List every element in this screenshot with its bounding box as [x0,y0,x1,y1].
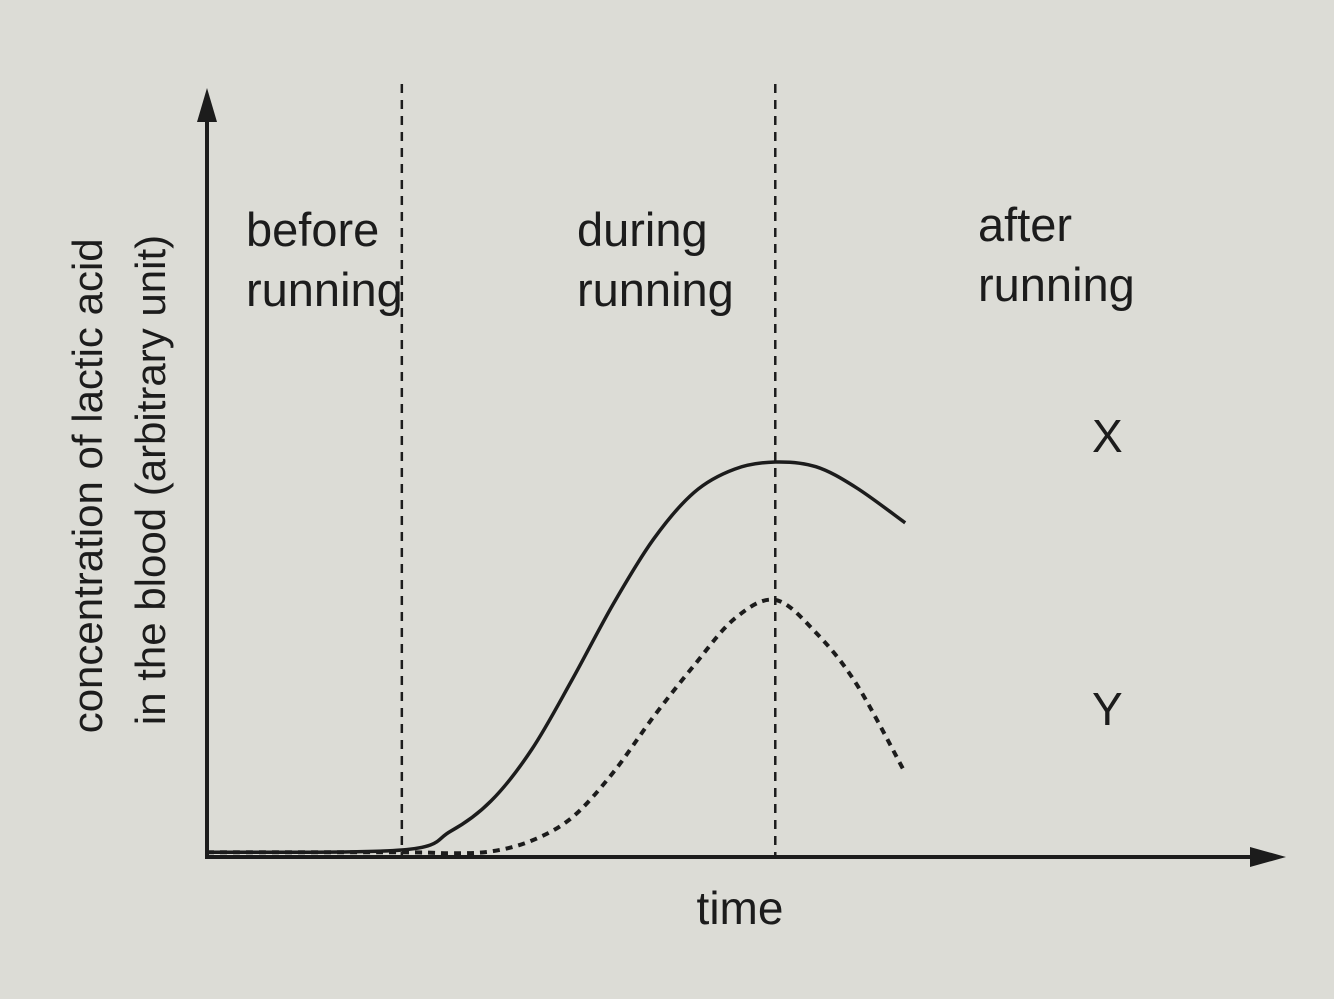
series-line-y [206,597,907,856]
series [206,460,907,856]
phase-label-after: after running [978,198,1135,311]
phase-dividers [400,84,777,855]
phase-label-during: during running [577,203,734,316]
phase-labels: before running during running after runn… [246,198,1135,316]
series-label-y: Y [1092,683,1123,735]
x-axis-arrowhead [1250,847,1286,867]
series-line-x [206,460,907,855]
axes [197,88,1286,867]
x-axis-label: time [697,882,784,934]
phase-label-before: before running [246,203,403,316]
y-axis-arrowhead [197,88,217,122]
y-axis-label: concentration of lactic acid in the bloo… [64,227,174,734]
series-label-x: X [1092,410,1123,462]
